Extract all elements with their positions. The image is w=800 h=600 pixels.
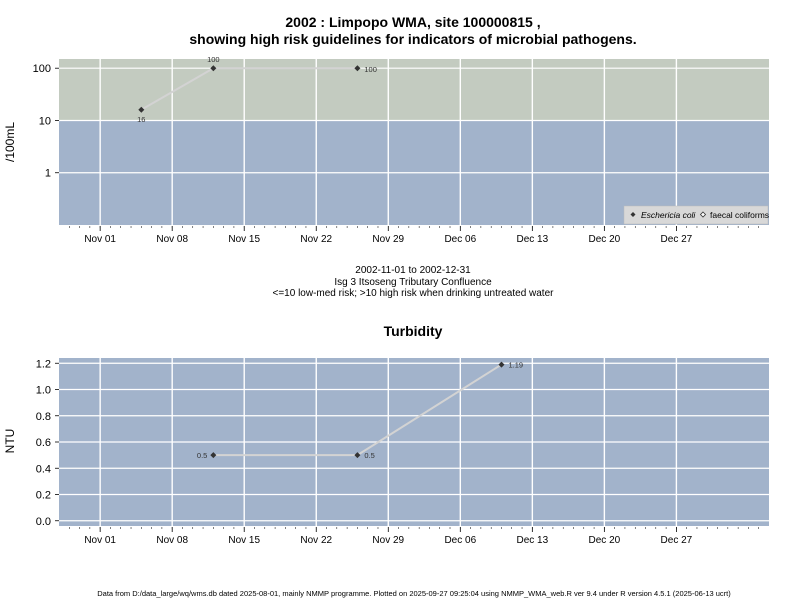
legend-marker-faecal-coliforms xyxy=(699,211,707,218)
x-tick-label: Nov 22 xyxy=(300,234,332,245)
x-tick-label: Dec 20 xyxy=(589,234,621,245)
y-tick-label: 0.0 xyxy=(36,516,51,528)
legend-box xyxy=(623,205,769,225)
y-tick-label: 1 xyxy=(45,168,51,180)
data-label: 100 xyxy=(364,65,377,74)
data-point xyxy=(354,65,361,72)
chart-title-line-2: showing high risk guidelines for indicat… xyxy=(189,31,636,47)
x-tick-label: Nov 01 xyxy=(84,535,116,546)
x-tick-label: Dec 27 xyxy=(661,535,693,546)
x-tick-label: Nov 01 xyxy=(84,234,116,245)
x-tick-label: Nov 15 xyxy=(228,535,260,546)
data-point xyxy=(498,361,505,368)
data-label: 100 xyxy=(207,55,220,64)
x-tick-label: Nov 08 xyxy=(156,234,188,245)
x-tick-label: Dec 06 xyxy=(444,234,476,245)
y-tick-label: 0.8 xyxy=(36,411,51,423)
data-point xyxy=(210,65,217,72)
y-tick-label: 1.2 xyxy=(36,358,51,370)
subtitle-risk-note: <=10 low-med risk; >10 high risk when dr… xyxy=(273,288,555,299)
legend-entry-faecal-coliforms: faecal coliforms xyxy=(710,210,769,220)
x-tick-label: Nov 29 xyxy=(372,535,404,546)
subtitle-site-name: Isg 3 Itsoseng Tributary Confluence xyxy=(334,277,492,288)
legend-marker-ecoli xyxy=(630,212,636,217)
y-tick-label: 100 xyxy=(33,63,51,75)
series-line-segment xyxy=(140,67,214,111)
legend-entry-ecoli: Eschericia coli xyxy=(641,210,696,220)
x-tick-label: Dec 13 xyxy=(516,234,548,245)
x-tick-label: Nov 15 xyxy=(228,234,260,245)
x-tick-label: Nov 29 xyxy=(372,234,404,245)
data-label: 16 xyxy=(137,115,145,124)
series-line-segment xyxy=(356,363,502,456)
data-label: 1.19 xyxy=(508,361,523,370)
x-tick-label: Dec 06 xyxy=(444,535,476,546)
y-axis-label-ntu: NTU xyxy=(3,429,17,454)
data-label: 0.5 xyxy=(197,451,207,460)
x-tick-label: Nov 08 xyxy=(156,535,188,546)
turbidity-chart: Turbidity NTU 0.0 0.2 0.4 0.6 0.8 1.0 1.2 Nov 0… xyxy=(3,323,769,546)
x-tick-label: Dec 20 xyxy=(589,535,621,546)
data-point xyxy=(210,452,217,459)
chart-title-turbidity: Turbidity xyxy=(384,323,443,339)
y-tick-label: 0.6 xyxy=(36,437,51,449)
data-point xyxy=(138,106,145,113)
y-axis-label: /100mL xyxy=(3,122,17,162)
data-point xyxy=(354,452,361,459)
y-tick-label: 0.4 xyxy=(36,463,51,475)
y-tick-label: 10 xyxy=(39,115,51,127)
footer-note: Data from D:/data_large/wq/wms.db dated … xyxy=(97,589,731,598)
data-label: 0.5 xyxy=(364,451,374,460)
microbial-chart: 2002 : Limpopo WMA, site 100000815 , sho… xyxy=(3,14,769,299)
y-tick-label: 0.2 xyxy=(36,490,51,502)
subtitle-date-range: 2002-11-01 to 2002-12-31 xyxy=(355,265,471,276)
legend: Eschericia coli faecal coliforms xyxy=(623,205,769,225)
chart-title-line-1: 2002 : Limpopo WMA, site 100000815 , xyxy=(285,14,540,30)
x-tick-label: Nov 22 xyxy=(300,535,332,546)
x-tick-label: Dec 27 xyxy=(661,234,693,245)
y-tick-label: 1.0 xyxy=(36,385,51,397)
x-tick-label: Dec 13 xyxy=(516,535,548,546)
